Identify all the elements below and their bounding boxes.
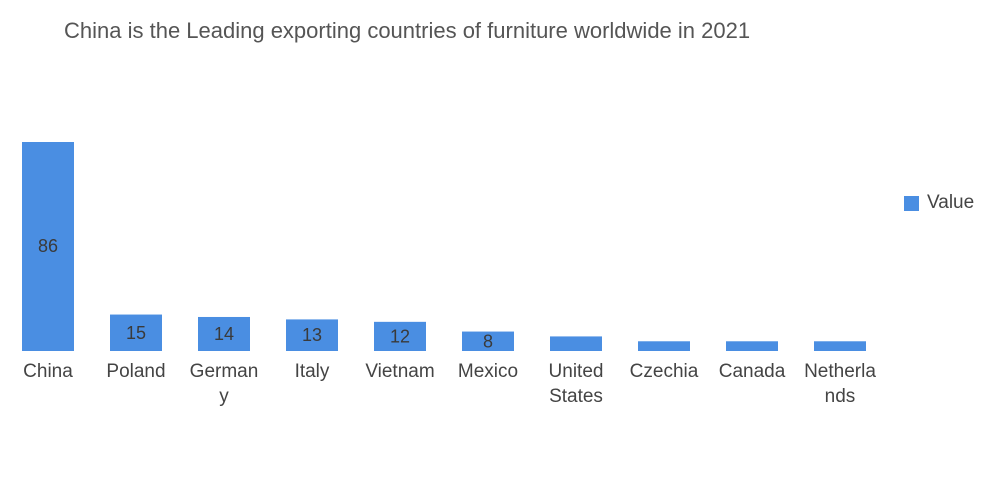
data-label-italy: 13 <box>302 325 322 345</box>
data-label-mexico: 8 <box>483 331 493 351</box>
category-label-china: China <box>23 361 73 382</box>
category-labels-group: China Poland German y Italy Vietnam Mexico Unit… <box>23 361 876 407</box>
bar-mexico <box>462 331 514 351</box>
bar-poland <box>110 314 162 351</box>
category-label-germany-line-2: y <box>219 386 229 407</box>
legend: Value <box>904 192 974 214</box>
data-label-poland: 15 <box>126 323 146 343</box>
category-label-italy: Italy <box>295 361 330 382</box>
legend-swatch <box>904 195 919 211</box>
category-label-poland: Poland <box>106 361 165 382</box>
legend-label: Value <box>927 192 975 213</box>
category-label-canada: Canada <box>719 361 786 382</box>
bar-united-states <box>550 336 602 351</box>
category-label-mexico: Mexico <box>458 361 518 382</box>
bar-canada <box>726 341 778 351</box>
value-labels-group: 86 15 14 13 12 8 <box>38 236 493 351</box>
chart-title: China is the Leading exporting countries… <box>64 18 751 43</box>
category-label-germany-line-1: German <box>190 361 259 382</box>
bar-china <box>22 142 74 351</box>
data-label-germany: 14 <box>214 324 234 344</box>
category-label-vietnam: Vietnam <box>365 361 434 382</box>
bar-netherlands <box>814 341 866 351</box>
bar-czechia <box>638 341 690 351</box>
category-label-netherlands-line-2: nds <box>825 386 856 407</box>
data-label-china: 86 <box>38 236 58 256</box>
bar-vietnam <box>374 321 426 351</box>
bar-germany <box>198 316 250 351</box>
category-label-united-states-line-1: United <box>549 361 604 382</box>
data-label-vietnam: 12 <box>390 326 410 346</box>
bars-group <box>22 142 866 351</box>
category-label-czechia: Czechia <box>630 361 699 382</box>
bar-italy <box>286 319 338 351</box>
category-label-united-states-line-2: States <box>549 386 603 407</box>
category-label-netherlands-line-1: Netherla <box>804 361 876 382</box>
